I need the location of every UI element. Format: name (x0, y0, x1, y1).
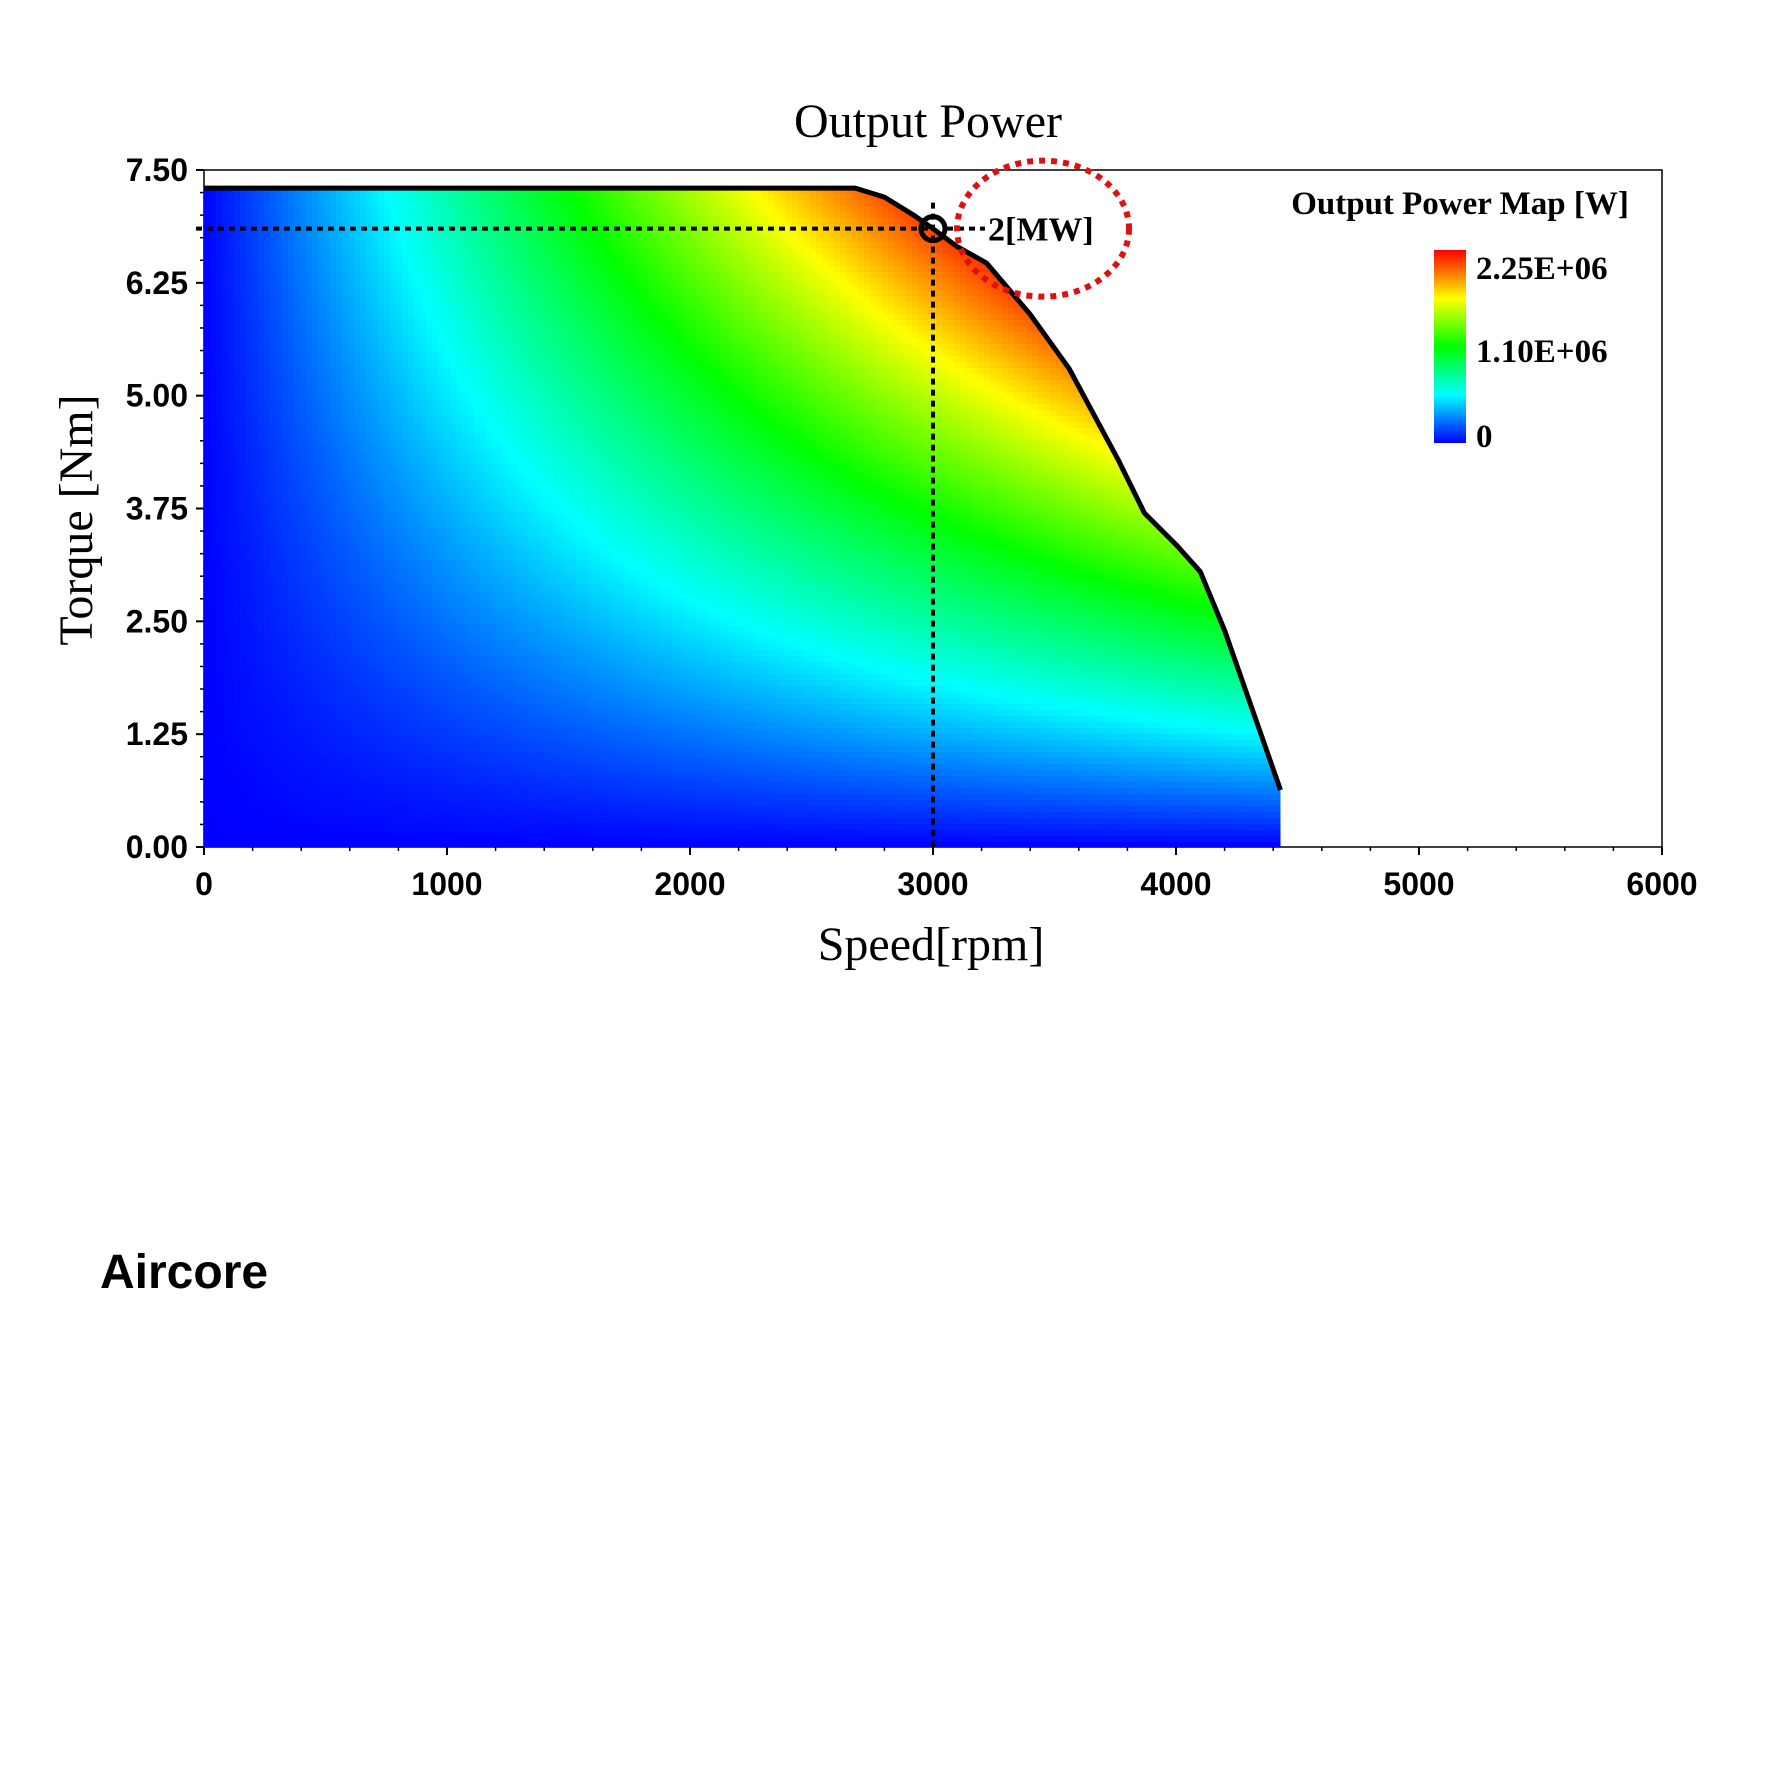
colorbar-label-min: 0 (1476, 419, 1493, 455)
caption-label: Aircore (100, 1245, 268, 1300)
x-tick-label: 3000 (897, 866, 968, 902)
y-tick-label: 0.00 (126, 829, 188, 865)
colorbar-gradient (1434, 250, 1466, 443)
colorbar-label-max: 2.25E+06 (1476, 251, 1608, 287)
colorbar-title: Output Power Map [W] (1291, 186, 1629, 222)
torque-speed-envelope (204, 185, 1283, 791)
x-tick-label: 5000 (1383, 866, 1454, 902)
x-tick-label: 1000 (411, 866, 482, 902)
y-tick-label: 7.50 (126, 152, 188, 188)
tick-labels: 0 1000 2000 3000 4000 5000 6000 0.00 1.25 2.50 3.7… (126, 152, 1698, 902)
y-axis-label: Torque [Nm] (50, 394, 103, 645)
y-tick-label: 5.00 (126, 378, 188, 414)
operating-point-marker (918, 214, 948, 244)
operating-point-annotation: 2[MW] (196, 157, 1132, 847)
x-axis-label: Speed[rpm] (818, 918, 1045, 971)
colorbar-label-mid: 1.10E+06 (1476, 334, 1608, 370)
x-tick-label: 0 (195, 866, 213, 902)
x-tick-label: 2000 (654, 866, 725, 902)
axes (196, 169, 1663, 855)
x-tick-label: 6000 (1626, 866, 1697, 902)
x-tick-label: 4000 (1140, 866, 1211, 902)
operating-point-label: 2[MW] (988, 212, 1094, 249)
highlight-ellipse (954, 157, 1132, 300)
y-tick-label: 2.50 (126, 603, 188, 639)
colorbar: Output Power Map [W] 2.25E+06 1.10E+06 0 (1291, 186, 1629, 455)
y-tick-label: 1.25 (126, 716, 188, 752)
chart-title: Output Power (794, 95, 1062, 148)
y-tick-label: 6.25 (126, 265, 188, 301)
y-tick-label: 3.75 (126, 491, 188, 527)
